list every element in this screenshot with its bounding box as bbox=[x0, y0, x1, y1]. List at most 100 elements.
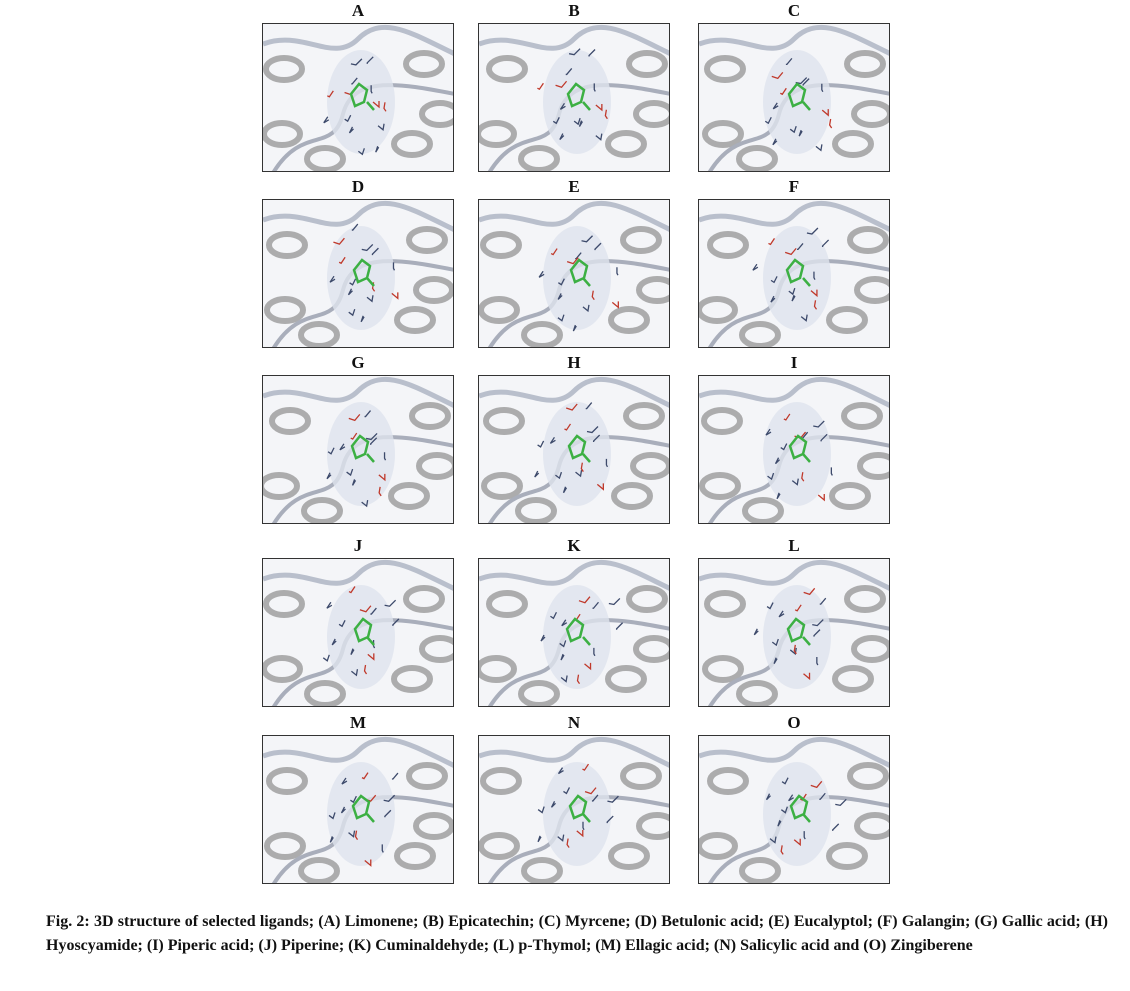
residue bbox=[351, 77, 358, 85]
residue bbox=[780, 845, 784, 855]
residue bbox=[534, 470, 540, 478]
residue bbox=[788, 794, 794, 802]
residue bbox=[537, 82, 544, 91]
residue bbox=[540, 634, 546, 642]
residue bbox=[559, 640, 567, 648]
residue bbox=[810, 780, 823, 789]
helix bbox=[394, 842, 436, 870]
helix bbox=[704, 590, 746, 618]
residue bbox=[780, 87, 787, 96]
ribbon bbox=[699, 24, 889, 56]
residue bbox=[377, 123, 385, 131]
protein-render bbox=[263, 200, 453, 347]
helix bbox=[304, 680, 346, 706]
residue bbox=[770, 295, 776, 303]
residue bbox=[566, 257, 579, 265]
residue bbox=[835, 798, 847, 807]
residue bbox=[770, 276, 778, 284]
ligand bbox=[350, 434, 375, 463]
panel-label: L bbox=[788, 536, 800, 555]
residue bbox=[348, 413, 361, 422]
residue bbox=[549, 436, 556, 444]
helix bbox=[611, 482, 653, 510]
residue bbox=[361, 772, 369, 780]
panel-image bbox=[478, 558, 670, 707]
residue bbox=[607, 795, 619, 803]
residue bbox=[550, 611, 558, 620]
helix bbox=[608, 842, 650, 870]
residue bbox=[828, 118, 833, 129]
residue bbox=[328, 812, 336, 820]
helix bbox=[832, 130, 874, 158]
residue bbox=[561, 619, 568, 627]
helix bbox=[704, 55, 746, 83]
residue bbox=[351, 479, 357, 486]
residue bbox=[348, 308, 356, 317]
residue bbox=[588, 49, 596, 57]
residue bbox=[354, 830, 359, 840]
residue bbox=[803, 831, 806, 840]
helix bbox=[605, 130, 647, 158]
residue bbox=[391, 292, 399, 300]
residue bbox=[367, 653, 375, 661]
helix bbox=[826, 306, 868, 334]
residue bbox=[585, 402, 593, 410]
helix bbox=[608, 306, 650, 334]
residue bbox=[331, 638, 337, 646]
pocket-surface bbox=[763, 762, 831, 866]
residue bbox=[559, 102, 566, 110]
residue bbox=[575, 252, 582, 260]
helix bbox=[518, 680, 560, 706]
residue bbox=[378, 473, 386, 482]
residue bbox=[783, 413, 791, 421]
helix bbox=[851, 100, 889, 128]
residue bbox=[327, 447, 335, 455]
residue bbox=[765, 793, 771, 801]
helix bbox=[854, 812, 889, 840]
protein-render bbox=[699, 376, 889, 523]
helix bbox=[620, 762, 662, 790]
residue bbox=[780, 806, 788, 814]
residue bbox=[327, 90, 334, 98]
residue bbox=[576, 829, 584, 838]
residue bbox=[593, 647, 596, 657]
helix bbox=[847, 762, 889, 790]
residue bbox=[361, 243, 374, 252]
residue bbox=[606, 815, 614, 824]
residue bbox=[611, 301, 619, 309]
residue bbox=[375, 145, 380, 153]
residue bbox=[596, 483, 604, 491]
protein-render bbox=[263, 24, 453, 171]
residue bbox=[559, 133, 565, 141]
helix bbox=[486, 590, 528, 618]
residue bbox=[586, 426, 599, 434]
residue bbox=[370, 437, 378, 445]
panel-label: O bbox=[787, 713, 801, 732]
helix bbox=[620, 226, 662, 254]
residue bbox=[778, 610, 785, 618]
helix bbox=[707, 231, 749, 259]
helix bbox=[829, 482, 871, 510]
residue bbox=[812, 619, 824, 627]
panel-label: C bbox=[787, 1, 801, 20]
residue bbox=[381, 844, 384, 853]
residue bbox=[803, 672, 811, 681]
residue bbox=[359, 605, 372, 613]
pocket-surface bbox=[543, 50, 611, 154]
residue bbox=[372, 640, 376, 649]
pocket-surface bbox=[327, 226, 395, 330]
residue bbox=[568, 48, 581, 56]
helix bbox=[633, 100, 669, 128]
residue bbox=[350, 432, 358, 440]
pocket-surface bbox=[543, 762, 611, 866]
residue bbox=[830, 467, 833, 476]
residue bbox=[364, 410, 372, 418]
residue bbox=[791, 478, 799, 486]
residue bbox=[339, 443, 346, 451]
residue bbox=[774, 457, 780, 465]
residue bbox=[766, 602, 774, 610]
helix bbox=[479, 655, 517, 683]
residue bbox=[323, 116, 330, 124]
residue bbox=[537, 806, 545, 814]
